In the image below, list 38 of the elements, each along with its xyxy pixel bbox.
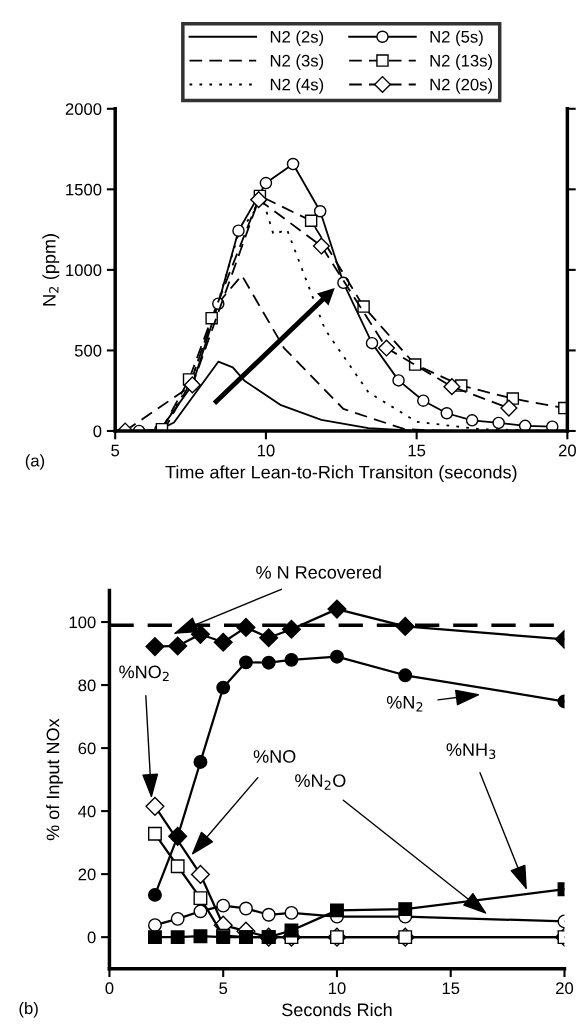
legend-label: N2 (3s) <box>270 54 324 70</box>
annotation: %NO$_{2}$ <box>119 665 169 682</box>
y-tick-label: 0 <box>93 425 102 438</box>
legend-label: N2 (5s) <box>430 30 483 47</box>
text: % N Recovered <box>256 565 381 579</box>
legend-label: N2 (20s) <box>430 78 493 94</box>
y-tick-label: 40 <box>78 805 96 818</box>
y-tick-label: 60 <box>78 742 96 755</box>
x-axis-title: Time after Lean-to-Rich Transiton (seconds) <box>165 465 517 483</box>
y-tick-label: 20 <box>78 868 96 881</box>
y-tick-label: 1500 <box>66 183 102 196</box>
x-tick-label: 5 <box>219 982 228 995</box>
annotation: %NH$_{3}$ <box>446 743 496 760</box>
y-tick-label: 500 <box>74 344 102 357</box>
legend-label: N2 (2s) <box>270 30 324 47</box>
x-tick-label: 20 <box>558 444 576 457</box>
x-tick-label: 15 <box>408 444 426 457</box>
y-tick-label: 100 <box>69 616 96 629</box>
x-tick-label: 0 <box>105 982 114 995</box>
annotation: %NO <box>253 750 296 763</box>
y-tick-label: 2000 <box>65 103 102 115</box>
legend-label: N2 (4s) <box>270 78 324 94</box>
text: (b) <box>19 1001 38 1018</box>
x-axis-title: Seconds Rich <box>282 1002 392 1017</box>
y-tick-label: 1000 <box>66 264 102 277</box>
annotation: %N$_{2}$ <box>386 695 423 712</box>
x-tick-label: 15 <box>442 982 460 995</box>
legend-label: N2 (13s) <box>430 54 493 70</box>
x-tick-label: 10 <box>328 982 346 995</box>
y-tick-label: 80 <box>78 679 96 692</box>
x-tick-label: 20 <box>556 982 574 995</box>
y-axis-title: % of Input NOx <box>46 718 63 841</box>
y-tick-label: 0 <box>87 931 96 944</box>
x-tick-label: 10 <box>257 444 275 457</box>
x-tick-label: 5 <box>111 444 120 457</box>
text: (a) <box>25 454 45 470</box>
y-axis-title: N$_{2}$ (ppm) <box>42 234 60 306</box>
annotation: %N$_{2}$O <box>295 774 346 790</box>
